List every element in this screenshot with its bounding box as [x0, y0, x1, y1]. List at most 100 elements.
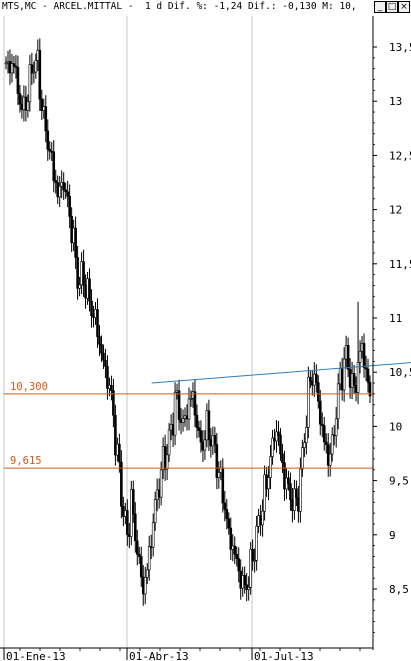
y-tick-label: 10,5 [389, 366, 411, 379]
x-tick-label: 01-Jul-13 [254, 650, 314, 661]
candle [96, 298, 99, 348]
candle [368, 375, 372, 403]
candle [243, 566, 246, 594]
y-tick-label: 13,5 [389, 41, 411, 54]
candle [143, 566, 147, 605]
candle [356, 301, 360, 405]
candle [364, 355, 368, 381]
candle [203, 430, 207, 460]
candle [314, 364, 318, 393]
candle [74, 216, 77, 269]
candle [324, 433, 328, 454]
candle [316, 375, 320, 409]
candle [126, 499, 129, 546]
minimize-button[interactable]: _ [374, 1, 386, 13]
candle [303, 433, 306, 458]
candle [263, 465, 266, 521]
trendlines [151, 362, 411, 384]
candle [237, 547, 241, 583]
candles [4, 38, 372, 606]
maximize-button[interactable]: □ [386, 1, 398, 13]
candle [145, 563, 149, 585]
candle [16, 55, 20, 106]
candle [253, 548, 256, 573]
candle [223, 491, 227, 522]
candle [76, 246, 79, 300]
candle [193, 379, 197, 427]
y-tick-label: 12,5 [389, 149, 411, 162]
candle [78, 276, 81, 297]
candle [227, 512, 231, 535]
candle [44, 95, 48, 143]
candle [295, 480, 298, 506]
candle [255, 515, 258, 571]
candle [207, 399, 211, 451]
candle [307, 366, 310, 439]
candle [358, 340, 362, 374]
candle [38, 38, 42, 111]
candle [68, 184, 71, 229]
y-tick-label: 9,5 [389, 475, 409, 488]
candle [233, 536, 237, 564]
candle [215, 432, 219, 490]
candle [279, 428, 282, 461]
y-tick-label: 8,5 [389, 583, 409, 596]
candle [287, 470, 290, 491]
candle [320, 412, 324, 438]
candle [30, 52, 34, 85]
candle [34, 53, 38, 79]
candle [289, 472, 292, 511]
candle [330, 427, 334, 462]
level-label: 9,615 [10, 455, 42, 467]
x-axis: 01-Ene-13 01-Abr-13 01-Jul-13 [0, 647, 373, 661]
y-tick-label: 10 [389, 420, 402, 433]
candle [4, 56, 8, 70]
candle [267, 466, 270, 501]
candle [167, 422, 171, 462]
candle [135, 529, 139, 566]
y-tick-label: 12 [389, 204, 402, 217]
candle [336, 373, 340, 430]
candle [48, 141, 52, 160]
candle [199, 420, 203, 453]
candle [46, 119, 50, 161]
candle [18, 84, 22, 113]
candle [366, 358, 370, 393]
candle [271, 429, 274, 465]
candle [173, 382, 177, 446]
x-tick-label: 01-Abr-13 [129, 650, 189, 661]
candle [195, 404, 199, 439]
candle [12, 55, 16, 74]
candle [32, 61, 36, 84]
candle [14, 54, 18, 79]
candle [58, 176, 62, 208]
candle [26, 94, 30, 118]
y-tick-label: 11 [389, 312, 402, 325]
candle [225, 498, 229, 530]
candle [352, 364, 356, 394]
candle [64, 182, 67, 199]
candle [181, 409, 185, 432]
candle [301, 439, 304, 477]
candle [346, 337, 350, 378]
candle [112, 378, 115, 428]
candle [342, 347, 346, 402]
x-tick-label: 01-Ene-13 [6, 650, 66, 661]
level-label: 10,300 [10, 381, 48, 393]
candle [54, 169, 58, 194]
candle [277, 421, 280, 447]
candle [247, 576, 250, 601]
window-title: MTS,MC - ARCEL.MITTAL - 1 d Dif. %: -1,2… [2, 1, 357, 12]
candle [177, 379, 181, 431]
candle [318, 389, 322, 436]
candle [28, 54, 32, 112]
candle [217, 461, 221, 489]
candle [151, 513, 155, 557]
candle [362, 333, 366, 378]
candle [88, 268, 91, 312]
candle [153, 491, 157, 531]
candle [269, 445, 272, 490]
close-button[interactable]: × [398, 1, 410, 13]
candle [100, 335, 103, 362]
candle [322, 416, 326, 451]
